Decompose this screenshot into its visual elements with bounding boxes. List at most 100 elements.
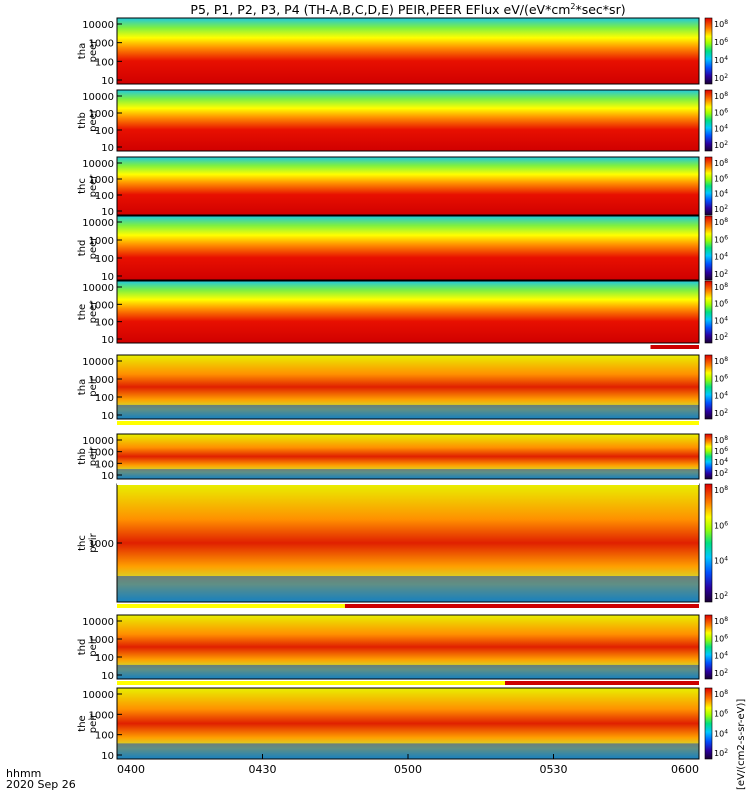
colorbar-thd-peir: 102 104 106 108 xyxy=(704,614,728,680)
species-label: peir xyxy=(88,376,99,396)
y-tick-label: 10000 xyxy=(82,159,114,170)
x-tick-label: 0530 xyxy=(540,763,568,776)
species-label: peir xyxy=(88,532,99,552)
x-date-label: 2020 Sep 26 xyxy=(6,778,76,791)
y-tick-label: 10000 xyxy=(82,92,114,103)
panel-ylabel: thdpeer xyxy=(77,236,99,260)
x-tick-label: 0600 xyxy=(671,763,699,776)
y-tick-label: 100 xyxy=(95,126,114,137)
x-axis: 0400 0430 0500 0530 0600 xyxy=(116,754,700,776)
panel-frame xyxy=(116,215,700,281)
mode-bar-segment xyxy=(117,481,699,485)
y-tick-label: 1000 xyxy=(89,710,114,721)
colorbar-tick-label: 104 xyxy=(714,457,728,467)
panel-thd-peir: thdpeir 10 100 1000 10000 xyxy=(77,614,700,682)
colorbars-layer: 1021041061081021041061081021041061081021… xyxy=(704,17,728,760)
colorbar-unit-label: [eV/(cm2-s-sr-eV)] xyxy=(736,699,747,790)
colorbar-tick-label: 104 xyxy=(714,189,728,199)
x-tick-label: 0430 xyxy=(249,763,277,776)
colorbar xyxy=(704,156,713,216)
y-tick-label: 100 xyxy=(95,254,114,265)
probe-label: tha xyxy=(77,379,88,395)
panel-ylabel: thbpeer xyxy=(77,108,99,132)
panels-layer: thapeer10100100010000thbpeer101001000100… xyxy=(77,17,700,762)
colorbar-tick-label: 108 xyxy=(714,158,728,168)
low-energy-noise-band xyxy=(117,404,699,419)
colorbar xyxy=(704,280,713,344)
colorbar-tick-label: 102 xyxy=(714,140,728,150)
panel-frame xyxy=(116,354,700,420)
colorbar xyxy=(704,483,713,603)
colorbar-tick-label: 108 xyxy=(714,217,728,227)
probe-label: the xyxy=(77,715,88,731)
low-energy-noise-band xyxy=(117,664,699,679)
colorbar-tick-label: 102 xyxy=(714,332,728,342)
colorbar-the-peir: 102 104 106 108 xyxy=(704,687,728,760)
y-tick-label: 100 xyxy=(95,459,114,470)
y-tick-label: 100 xyxy=(95,318,114,329)
colorbar xyxy=(704,687,713,760)
colorbar-tick-label: 104 xyxy=(714,556,728,566)
colorbar-tick-label: 106 xyxy=(714,107,728,117)
spectrogram-image xyxy=(117,18,699,84)
y-tick-label: 10 xyxy=(101,411,114,422)
colorbar xyxy=(704,215,713,281)
y-tick-label: 100 xyxy=(95,393,114,404)
colorbar-tick-label: 108 xyxy=(714,435,728,445)
colorbar-tick-label: 106 xyxy=(714,173,728,183)
probe-label: thd xyxy=(77,639,88,656)
colorbar-thd-peer: 102 104 106 108 xyxy=(704,215,728,281)
probe-label: thc xyxy=(77,535,88,551)
panel-frame xyxy=(116,17,700,85)
colorbar-tick-label: 102 xyxy=(714,269,728,279)
mode-bar-segment xyxy=(650,345,699,349)
y-tick-label: 1000 xyxy=(89,39,114,50)
colorbar-tick-label: 108 xyxy=(714,616,728,626)
colorbar-tick-label: 106 xyxy=(714,299,728,309)
colorbar-thc-peer: 102 104 106 108 xyxy=(704,156,728,216)
colorbar xyxy=(704,89,713,152)
y-tick-label: 10 xyxy=(101,207,114,218)
colorbar-tick-label: 104 xyxy=(714,252,728,262)
colorbar-tick-label: 108 xyxy=(714,282,728,292)
species-label: peer xyxy=(88,39,99,63)
colorbar-tick-label: 104 xyxy=(714,728,728,738)
y-tick-label: 10 xyxy=(101,76,114,87)
panel-frame xyxy=(116,280,700,344)
y-tick-label: 10000 xyxy=(82,218,114,229)
y-tick-label: 1000 xyxy=(89,375,114,386)
y-tick-label: 100 xyxy=(95,731,114,742)
colorbar xyxy=(704,433,713,480)
y-tick-label: 1000 xyxy=(89,175,114,186)
spectrogram-image xyxy=(117,157,699,215)
panel-ylabel: thdpeir xyxy=(77,636,99,656)
panel-ylabel: thapeer xyxy=(77,39,99,63)
panel-ylabel: thapeir xyxy=(77,376,99,396)
species-label: peir xyxy=(88,636,99,656)
x-tick-label: 0400 xyxy=(117,763,145,776)
y-tick-label: 10000 xyxy=(82,20,114,31)
colorbar-tick-label: 108 xyxy=(714,91,728,101)
panel-ylabel: thbpeir xyxy=(77,446,99,466)
panel-the-peir: thepeir 10 100 1000 10000 xyxy=(77,687,700,762)
colorbar-tick-label: 106 xyxy=(714,446,728,456)
spectrogram-image xyxy=(117,90,699,151)
colorbar xyxy=(704,354,713,420)
panel-ylabel: thcpeir xyxy=(77,532,99,552)
panel-ylabel: thepeir xyxy=(77,713,99,733)
y-tick-label: 10 xyxy=(101,143,114,154)
colorbar-tick-label: 104 xyxy=(714,55,728,65)
chart-title: P5, P1, P2, P3, P4 (TH-A,B,C,D,E) PEIR,P… xyxy=(190,2,625,17)
panel-thd-peer: thdpeer 10 100 1000 10000 xyxy=(77,215,700,283)
species-label: peer xyxy=(88,108,99,132)
probe-label: tha xyxy=(77,43,88,59)
mode-bar-segment xyxy=(117,604,345,608)
y-tick-label: 1000 xyxy=(89,448,114,459)
species-label: peir xyxy=(88,713,99,733)
y-tick-label: 1000 xyxy=(89,635,114,646)
colorbar-tick-label: 104 xyxy=(714,651,728,661)
